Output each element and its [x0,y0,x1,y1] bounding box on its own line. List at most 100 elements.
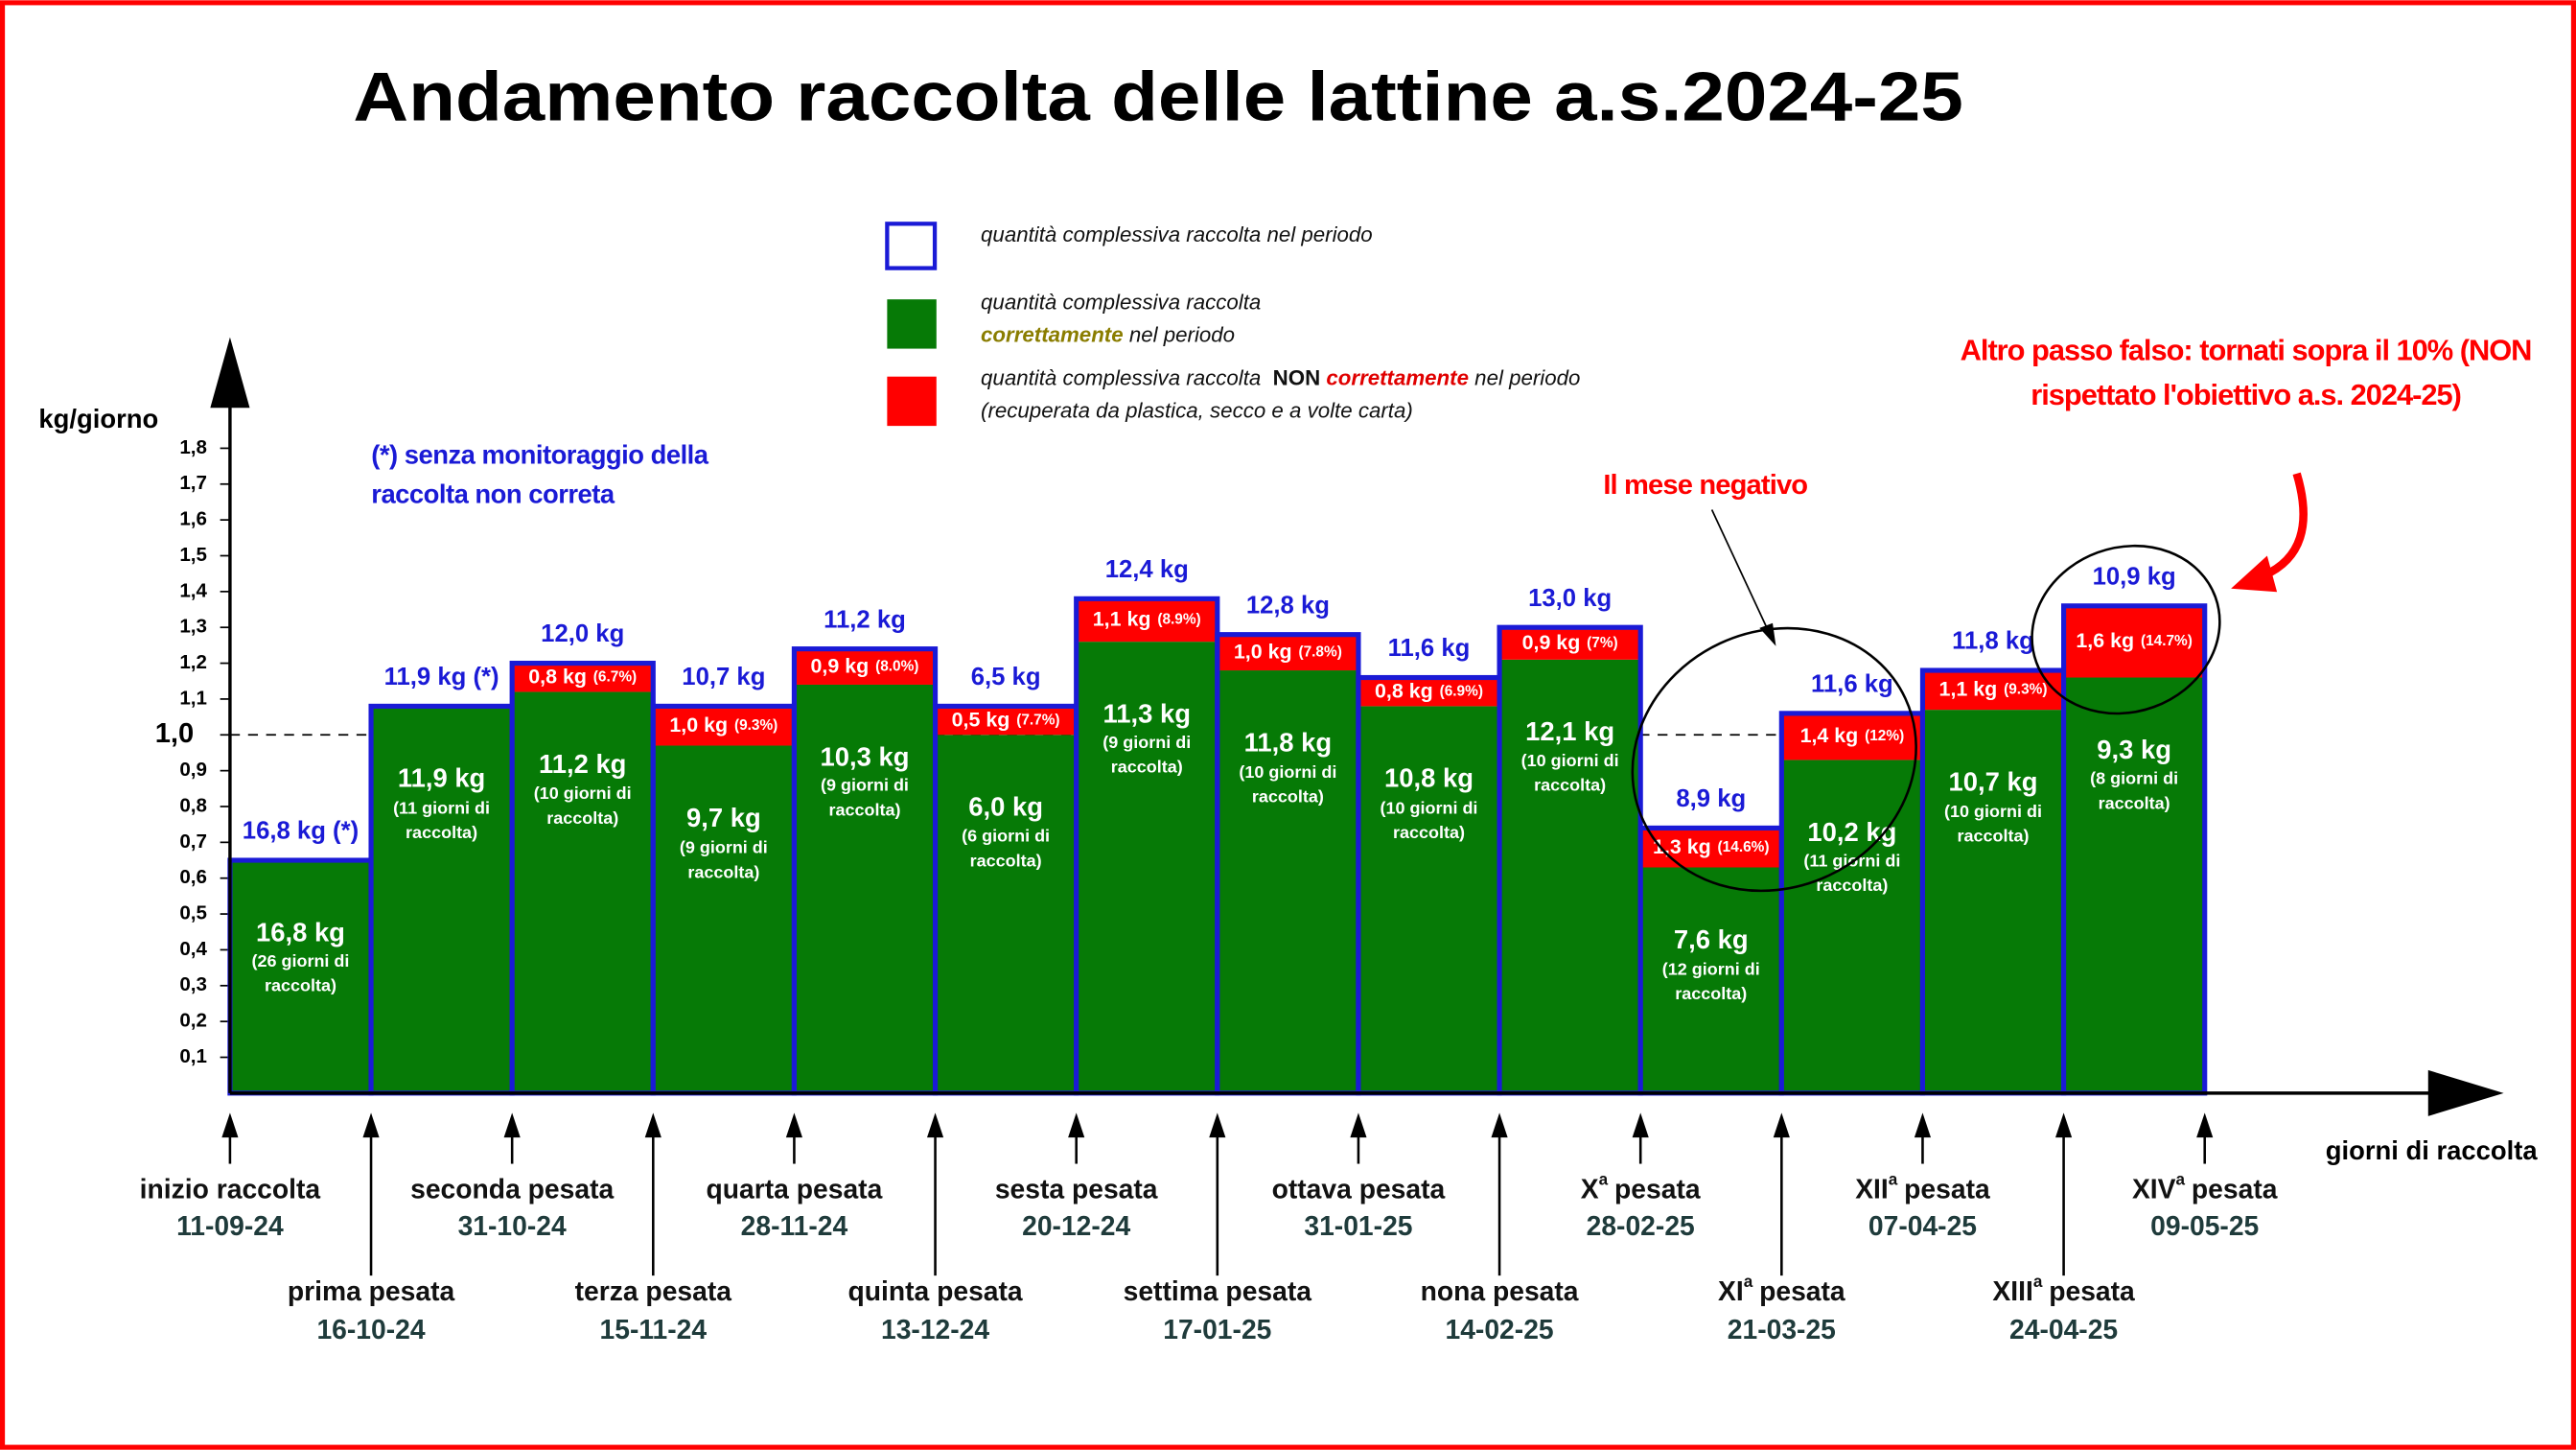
x-tick-label-sup: a [2176,1169,2186,1188]
bar-segment-correct [512,691,654,1093]
x-tick-arrowhead [1773,1112,1790,1138]
day-note-box: (10 giorni di raccolta) [1239,761,1337,807]
x-tick-label-part: pesata [2049,1275,2135,1306]
day-note: (6 giorni di raccolta) [962,827,1051,872]
y-tick-label: 1,7 [179,472,207,494]
x-tick-label: terza pesata [575,1275,732,1306]
day-note-box: (26 giorni di raccolta) [251,952,349,996]
day-note-box: (9 giorni di raccolta) [820,776,909,822]
bar-segment-correct [1781,760,1923,1093]
x-tick-label: Xa pesata [1581,1169,1701,1204]
note-box: Altro passo falso: tornati sopra il 10% … [1960,334,2533,411]
incorrect-kg: 0,5 kg [952,708,1010,731]
day-note: (8 giorni di raccolta) [2090,769,2179,814]
correct-label: 16,8 kg [256,917,345,947]
x-tick-label-part: X [1581,1174,1599,1204]
x-tick-label-sup: a [1889,1169,1898,1188]
day-note-box: (10 giorni di raccolta) [1380,798,1477,842]
y-tick-label: 0,2 [179,1010,207,1032]
y-tick-label: 1,8 [179,436,207,458]
incorrect-pct: (8.9%) [1157,612,1200,628]
legend-swatch [887,299,937,349]
x-tick-label-part: ottava pesata [1272,1174,1446,1204]
x-tick-label: XIIa pesata [1855,1169,1990,1204]
total-label: 12,8 kg [1246,592,1330,619]
bar-segment-correct [2063,677,2205,1093]
incorrect-kg: 0,8 kg [528,665,587,688]
x-tick-label: XIa pesata [1718,1271,1845,1306]
chart-title: Andamento raccolta delle lattine a.s.202… [353,59,1962,136]
legend-swatch [885,222,938,270]
note-misstep: Altro passo falso: tornati sopra il 10% … [1960,334,2533,411]
x-tick-date: 21-03-25 [1728,1314,1836,1345]
incorrect-label: 1,1 kg (8.9%) [1093,607,1201,630]
total-label: 11,2 kg [824,606,906,633]
x-tick-label-sup: a [2033,1271,2043,1290]
incorrect-kg: 1,0 kg [1234,640,1292,663]
annotation-arrow [1710,509,1769,630]
x-tick-arrowhead [221,1112,239,1138]
bar-segment-correct [371,706,513,1093]
x-tick-label: XIIIa pesata [1992,1271,2135,1306]
bar-segment-incorrect [2063,605,2205,678]
day-note-box: (10 giorni di raccolta) [534,783,632,828]
correct-label: 11,9 kg [398,763,485,793]
total-label: 11,8 kg [1952,628,2034,655]
incorrect-pct: (7%) [1587,635,1618,651]
legend-text-part: quantità complessiva raccolta nel period… [981,222,1373,247]
x-tick-label-part: quarta pesata [707,1174,883,1204]
incorrect-kg: 0,8 kg [1375,679,1433,702]
x-tick-label-part: seconda pesata [410,1174,614,1204]
x-tick-label-part: pesata [1759,1275,1845,1306]
bar-segment-correct [653,745,795,1093]
x-tick-arrowhead [1914,1112,1932,1138]
legend-text: quantità complessiva raccolta correttame… [981,286,1334,352]
total-label: 11,9 kg (*) [384,664,499,690]
x-tick-label-part: pesata [1904,1174,1990,1204]
y-tick-label: 0,3 [179,973,207,995]
x-tick-date: 20-12-24 [1022,1210,1130,1241]
x-tick-label: sesta pesata [995,1174,1158,1204]
correct-label: 9,3 kg [2097,735,2171,764]
x-tick-arrowhead [785,1112,802,1138]
day-note: (11 giorni di raccolta) [1803,852,1901,897]
y-axis-label: kg/giorno [38,404,158,433]
day-note-box: (10 giorni di raccolta) [1520,751,1619,797]
incorrect-label: 1,3 kg (14.6%) [1653,835,1769,858]
correct-label: 12,1 kg [1525,716,1614,746]
bar-segment-correct [1076,642,1218,1093]
x-tick-label-sup: a [1599,1169,1609,1188]
correct-label: 10,7 kg [1949,766,2038,796]
x-tick-date: 13-12-24 [881,1314,989,1345]
x-tick-arrowhead [644,1112,661,1138]
x-tick-label-part: pesata [1614,1174,1701,1204]
bar-segment-correct [1640,867,1782,1093]
correct-label: 10,3 kg [821,741,910,771]
legend-text-part: quantità complessiva raccolta [981,289,1262,315]
incorrect-kg: 1,6 kg [2076,629,2134,652]
legend-text-part: correttamente [981,322,1124,347]
day-note: (9 giorni di raccolta) [820,776,909,822]
x-tick-label-part: settima pesata [1124,1275,1312,1306]
labels-layer: 0,1 0,2 0,3 0,4 0,5 0,6 0,7 0,8 0,9 1,0 1,1 1,2 1,3 1… [140,436,2278,1345]
bar-segment-correct [1217,670,1358,1093]
x-tick-date: 31-10-24 [458,1210,567,1241]
x-tick-arrowhead [1209,1112,1226,1138]
x-tick-label-part: prima pesata [288,1275,455,1306]
x-tick-date: 28-11-24 [741,1210,848,1241]
y-axis-arrow [210,337,250,409]
day-note: (10 giorni di raccolta) [1943,802,2042,847]
y-tick-label: 0,6 [179,866,207,888]
x-tick-date: 31-01-25 [1304,1210,1412,1241]
total-label: 16,8 kg (*) [243,818,359,845]
incorrect-kg: 1,1 kg [1093,607,1151,630]
x-tick-date: 28-02-25 [1587,1210,1695,1241]
x-tick-date: 07-04-25 [1868,1210,1977,1241]
day-note: (10 giorni di raccolta) [1520,751,1619,797]
incorrect-pct: (9.3%) [2004,682,2047,698]
day-note: (10 giorni di raccolta) [1239,761,1337,807]
bar-segment-incorrect [1358,677,1500,707]
total-label: 8,9 kg [1676,785,1746,812]
